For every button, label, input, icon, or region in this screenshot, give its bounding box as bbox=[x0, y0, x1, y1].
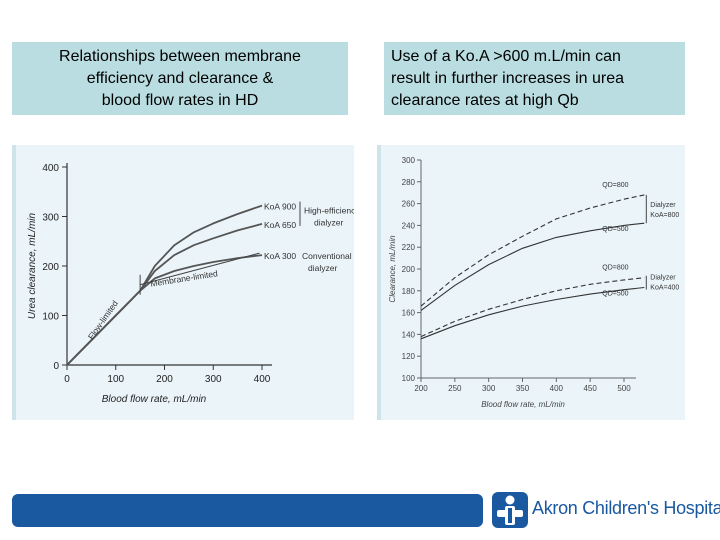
y-tick-label: 120 bbox=[402, 352, 416, 361]
annotation-conventional: dialyzer bbox=[308, 263, 337, 273]
annotation-flow-limited: Flow-limited bbox=[86, 298, 120, 341]
series-line bbox=[420, 277, 645, 338]
series-label: KoA 900 bbox=[264, 202, 296, 212]
clearance-chart-left: 0 100 200 300 400 0 100 200 300 400 Blood flow rat… bbox=[12, 145, 354, 420]
left-caption: Relationships between membrane efficienc… bbox=[12, 42, 348, 115]
y-tick-label: 240 bbox=[402, 221, 416, 230]
clearance-chart-right-svg: 100 120 140 160 180 200 220 240 260 280 300 200 250 3… bbox=[388, 156, 679, 409]
x-tick-label: 100 bbox=[107, 374, 124, 385]
left-caption-line: blood flow rates in HD bbox=[101, 92, 259, 109]
left-caption-line: efficiency and clearance & bbox=[86, 70, 274, 87]
x-tick-label: 400 bbox=[550, 384, 564, 393]
y-tick-label: 300 bbox=[402, 156, 416, 165]
legend-group-label: KoA=400 bbox=[650, 285, 679, 292]
legend-group-label: Dialyzer bbox=[650, 275, 676, 282]
y-tick-label: 280 bbox=[402, 178, 416, 187]
hospital-name: Akron Children's Hospital bbox=[532, 498, 720, 518]
y-tick-label: 300 bbox=[42, 213, 59, 224]
x-tick-label: 300 bbox=[482, 384, 496, 393]
x-tick-label: 250 bbox=[448, 384, 462, 393]
clearance-chart-left-svg: 0 100 200 300 400 0 100 200 300 400 Blood flow rat… bbox=[27, 163, 354, 405]
series-line bbox=[66, 223, 263, 366]
x-tick-label: 450 bbox=[583, 384, 597, 393]
y-tick-label: 100 bbox=[42, 312, 59, 323]
annotation-high-efficiency: High-efficiency bbox=[304, 206, 354, 216]
clearance-chart-right: 100 120 140 160 180 200 220 240 260 280 300 200 250 3… bbox=[377, 145, 685, 420]
y-tick-label: 160 bbox=[402, 309, 416, 318]
x-axis-label: Blood flow rate, mL/min bbox=[481, 400, 565, 409]
right-caption-line: result in further increases in urea bbox=[391, 70, 624, 87]
footer-bar bbox=[12, 494, 483, 527]
x-axis-label: Blood flow rate, mL/min bbox=[102, 394, 207, 405]
x-tick-label: 200 bbox=[414, 384, 428, 393]
x-tick-label: 350 bbox=[516, 384, 530, 393]
series-label: KoA 300 bbox=[264, 251, 296, 261]
y-tick-label: 140 bbox=[402, 330, 416, 339]
series-label: QD=800 bbox=[602, 182, 628, 189]
series-label: QD=500 bbox=[602, 291, 628, 298]
x-tick-label: 500 bbox=[617, 384, 631, 393]
series-label: KoA 650 bbox=[264, 220, 296, 230]
person-cross-icon bbox=[492, 492, 528, 528]
y-axis-label: Urea clearance, mL/min bbox=[27, 212, 38, 319]
y-tick-label: 400 bbox=[42, 163, 59, 174]
series-line bbox=[420, 286, 645, 340]
membrane-arrow bbox=[139, 252, 260, 286]
right-caption-line: Use of a Ko.A >600 m.L/min can bbox=[391, 48, 621, 65]
y-tick-label: 220 bbox=[402, 243, 416, 252]
right-caption-line: clearance rates at high Qb bbox=[391, 92, 579, 109]
right-caption: Use of a Ko.A >600 m.L/min can result in… bbox=[384, 42, 685, 115]
y-tick-label: 200 bbox=[402, 265, 416, 274]
left-caption-line: Relationships between membrane bbox=[59, 48, 301, 65]
y-tick-label: 100 bbox=[402, 374, 416, 383]
series-label: QD=800 bbox=[602, 265, 628, 272]
x-tick-label: 400 bbox=[254, 374, 271, 385]
y-tick-label: 260 bbox=[402, 200, 416, 209]
y-tick-label: 180 bbox=[402, 287, 416, 296]
x-tick-label: 200 bbox=[156, 374, 173, 385]
y-tick-label: 200 bbox=[42, 262, 59, 273]
series-line bbox=[420, 194, 645, 307]
y-axis-label: Clearance, mL/min bbox=[388, 235, 397, 303]
annotation-high-efficiency: dialyzer bbox=[314, 218, 343, 228]
series-label: QD=500 bbox=[602, 226, 628, 233]
x-tick-label: 0 bbox=[64, 374, 70, 385]
legend-group-label: Dialyzer bbox=[650, 202, 676, 209]
y-tick-label: 0 bbox=[53, 361, 59, 372]
series-line bbox=[66, 254, 263, 366]
hospital-logo: Akron Children's Hospital bbox=[492, 492, 720, 530]
annotation-conventional: Conventional bbox=[302, 251, 352, 261]
series-line bbox=[420, 222, 645, 311]
x-tick-label: 300 bbox=[205, 374, 222, 385]
legend-group-label: KoA=800 bbox=[650, 212, 679, 219]
annotation-membrane-limited: Membrane-limited bbox=[150, 268, 219, 289]
